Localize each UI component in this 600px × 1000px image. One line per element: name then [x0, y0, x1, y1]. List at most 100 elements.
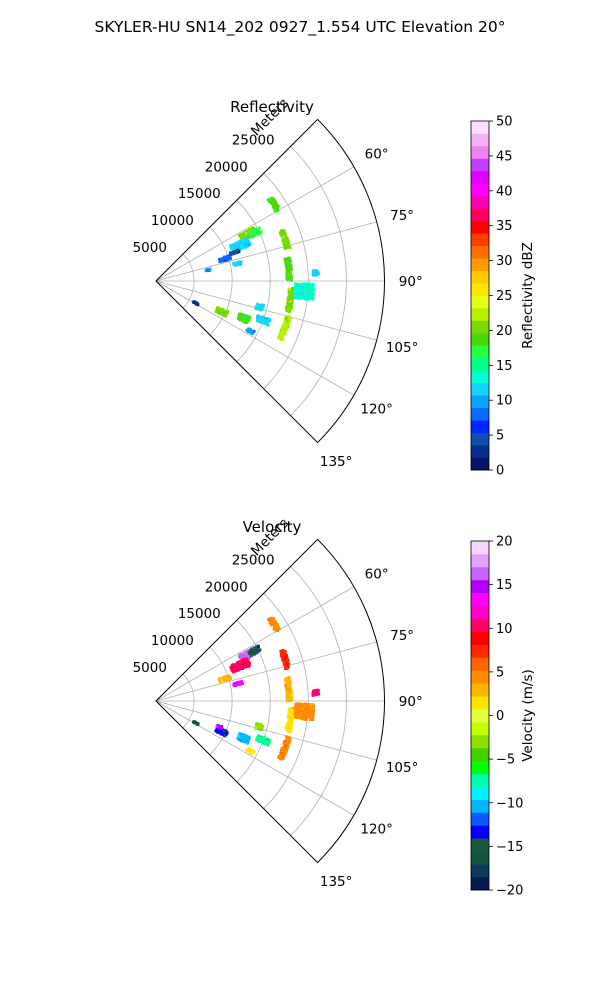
echo-gate — [240, 245, 244, 249]
radar-echoes — [192, 616, 321, 761]
echo-gate — [276, 206, 279, 209]
echo-gate — [295, 703, 299, 707]
echo-gate — [268, 200, 271, 204]
echo-gate — [289, 720, 293, 724]
echo-gate — [244, 318, 248, 322]
echo-gate — [283, 663, 286, 666]
echo-gate — [285, 679, 288, 683]
echo-gate — [256, 727, 260, 731]
echo-cluster — [277, 735, 292, 761]
echo-gate — [271, 620, 274, 624]
echo-gate — [245, 660, 249, 664]
echo-gate — [306, 711, 310, 715]
colorbar-segment — [471, 773, 489, 787]
echo-cluster — [245, 327, 256, 336]
echo-gate — [258, 308, 262, 311]
echo-gate — [255, 318, 259, 322]
echo-gate — [311, 297, 315, 301]
colorbar-segment — [471, 133, 489, 147]
radial-tick-label: 25000 — [232, 132, 275, 148]
echo-gate — [264, 741, 268, 744]
echo-gate — [241, 663, 245, 667]
echo-gate — [242, 242, 246, 246]
colorbar-segment — [471, 270, 489, 284]
echo-gate — [232, 663, 236, 667]
echo-gate — [288, 713, 291, 716]
echo-gate — [251, 751, 254, 755]
echo-gate — [309, 703, 313, 706]
echo-gate — [298, 290, 302, 293]
echo-gate — [243, 657, 247, 661]
echo-gate — [301, 709, 305, 713]
echo-gate — [232, 682, 236, 686]
echo-gate — [236, 681, 240, 685]
echo-gate — [262, 321, 266, 325]
velocity-panel: Velocity500010000150002000025000Meters60… — [133, 515, 536, 898]
colorbar-segment — [471, 799, 489, 813]
echo-cluster — [277, 314, 293, 341]
echo-gate — [229, 245, 233, 248]
colorbar-segment — [471, 320, 489, 334]
echo-gate — [242, 740, 245, 743]
echo-gate — [303, 713, 307, 717]
echo-gate — [289, 265, 293, 268]
echo-gate — [247, 242, 251, 246]
colorbar-tick-label: −20 — [496, 884, 523, 899]
echo-gate — [281, 653, 285, 656]
echo-gate — [285, 735, 288, 739]
echo-gate — [278, 331, 282, 335]
echo-gate — [289, 696, 292, 699]
echo-gate — [204, 269, 208, 273]
echo-gate — [294, 715, 297, 719]
echo-gate — [256, 315, 259, 319]
echo-gate — [284, 746, 287, 749]
echo-gate — [247, 243, 251, 247]
echo-gate — [309, 713, 313, 717]
echo-gate — [316, 270, 320, 273]
colorbar-segment — [471, 407, 489, 421]
colorbar-tick-label: 40 — [496, 184, 513, 199]
echo-gate — [234, 681, 238, 685]
colorbar-segment — [471, 709, 489, 723]
echo-gate — [255, 738, 259, 742]
echo-gate — [291, 300, 294, 304]
echo-gate — [296, 284, 299, 287]
echo-gate — [244, 734, 247, 737]
echo-gate — [293, 712, 297, 716]
echo-gate — [247, 738, 250, 741]
echo-gate — [285, 267, 289, 271]
colorbar-tick-label: 10 — [496, 622, 513, 637]
echo-gate — [302, 713, 305, 717]
echo-gate — [289, 297, 293, 300]
echo-gate — [255, 723, 258, 727]
azimuth-gridline — [155, 166, 355, 282]
echo-gate — [286, 728, 290, 731]
colorbar-segment — [471, 295, 489, 309]
echo-gate — [239, 260, 242, 264]
colorbar-segment — [471, 605, 489, 619]
echo-gate — [297, 283, 301, 286]
echo-gate — [244, 244, 248, 248]
colorbar-segment — [471, 734, 489, 749]
echo-gate — [304, 705, 308, 709]
echo-gate — [278, 755, 281, 758]
echo-gate — [256, 650, 260, 654]
echo-cluster — [215, 724, 224, 730]
colorbar-segment — [471, 657, 489, 671]
echo-gate — [284, 320, 288, 323]
echo-gate — [196, 303, 200, 307]
echo-gate — [237, 733, 241, 737]
echo-gate — [267, 741, 271, 745]
echo-gate — [285, 693, 289, 697]
echo-gate — [258, 320, 261, 323]
echo-gate — [303, 295, 307, 299]
echo-gate — [289, 263, 293, 267]
echo-gate — [239, 246, 242, 249]
echo-gate — [279, 652, 283, 656]
colorbar-segment — [471, 760, 489, 775]
echo-gate — [277, 756, 280, 759]
echo-gate — [245, 737, 249, 741]
echo-gate — [287, 730, 291, 733]
echo-gate — [240, 739, 244, 742]
echo-gate — [286, 257, 289, 260]
